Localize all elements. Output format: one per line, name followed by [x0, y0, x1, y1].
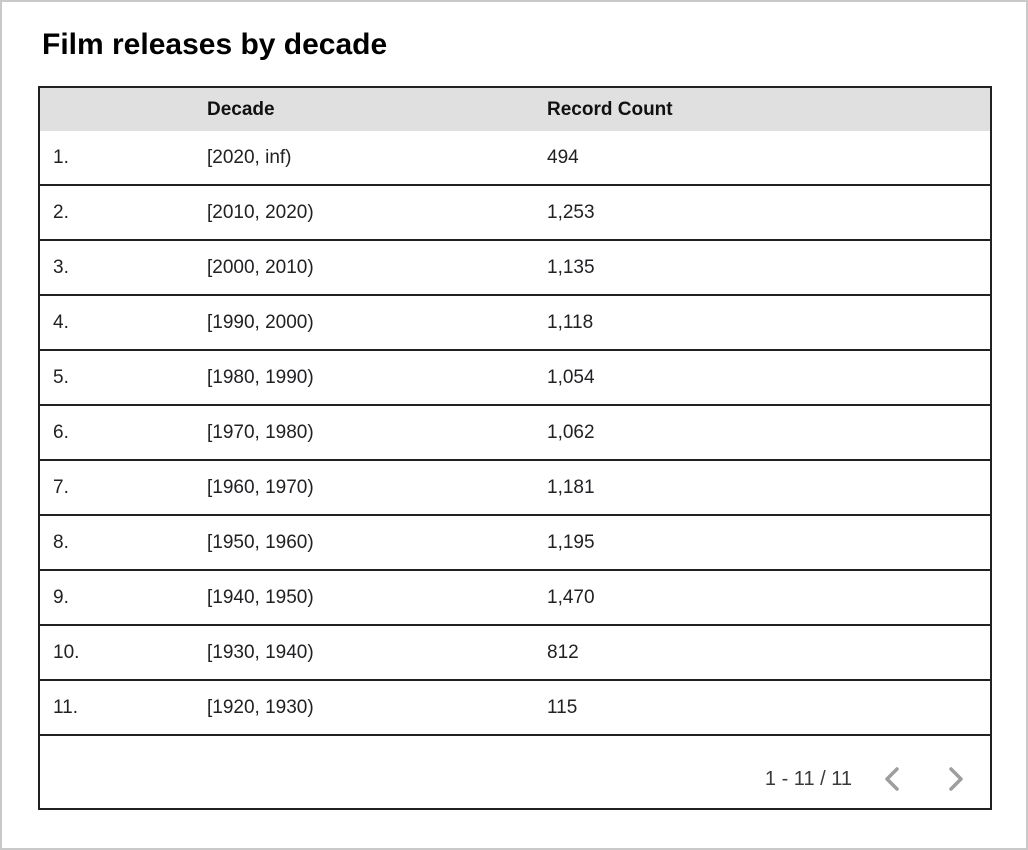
record-count-cell: 1,195 — [547, 531, 595, 553]
decade-cell: [2000, 2010) — [207, 256, 314, 278]
table-row: 1. [2020, inf) 494 — [40, 131, 990, 184]
decade-cell: [1940, 1950) — [207, 586, 314, 608]
header-cell-decade[interactable]: Decade — [207, 98, 275, 120]
data-table: Decade Record Count 1. [2020, inf) 494 2… — [38, 86, 992, 810]
chevron-right-icon — [947, 766, 965, 792]
table-row: 5. [1980, 1990) 1,054 — [40, 349, 990, 404]
decade-cell: [2020, inf) — [207, 146, 292, 168]
row-index-cell: 11. — [53, 696, 79, 718]
row-index-cell: 5. — [53, 366, 69, 388]
record-count-cell: 1,470 — [547, 586, 595, 608]
record-count-cell: 1,054 — [547, 366, 595, 388]
record-count-cell: 1,135 — [547, 256, 595, 278]
pagination-range-label: 1 - 11 / 11 — [764, 767, 852, 790]
row-index-cell: 1. — [53, 146, 69, 168]
record-count-cell: 494 — [547, 146, 579, 168]
chevron-left-icon — [883, 766, 901, 792]
pagination-next-button[interactable] — [936, 759, 976, 799]
row-index-cell: 3. — [53, 256, 69, 278]
record-count-cell: 115 — [547, 696, 578, 718]
decade-cell: [1930, 1940) — [207, 641, 314, 663]
record-count-cell: 812 — [547, 641, 579, 663]
table-header-row: Decade Record Count — [40, 88, 990, 131]
page-title: Film releases by decade — [42, 28, 388, 61]
decade-cell: [1950, 1960) — [207, 531, 314, 553]
decade-cell: [1990, 2000) — [207, 311, 314, 333]
row-index-cell: 7. — [53, 476, 69, 498]
table-row: 6. [1970, 1980) 1,062 — [40, 404, 990, 459]
pagination-prev-button[interactable] — [872, 759, 912, 799]
table-row: 7. [1960, 1970) 1,181 — [40, 459, 990, 514]
table-row: 3. [2000, 2010) 1,135 — [40, 239, 990, 294]
decade-cell: [1970, 1980) — [207, 421, 314, 443]
decade-cell: [1960, 1970) — [207, 476, 314, 498]
record-count-cell: 1,181 — [547, 476, 595, 498]
table-row: 9. [1940, 1950) 1,470 — [40, 569, 990, 624]
table-row: 11. [1920, 1930) 115 — [40, 679, 990, 734]
row-index-cell: 4. — [53, 311, 69, 333]
header-cell-record-count[interactable]: Record Count — [547, 98, 673, 120]
decade-cell: [2010, 2020) — [207, 201, 314, 223]
table-row: 4. [1990, 2000) 1,118 — [40, 294, 990, 349]
record-count-cell: 1,118 — [547, 311, 594, 333]
decade-cell: [1920, 1930) — [207, 696, 314, 718]
row-index-cell: 10. — [53, 641, 80, 663]
decade-cell: [1980, 1990) — [207, 366, 314, 388]
record-count-cell: 1,062 — [547, 421, 595, 443]
table-body: 1. [2020, inf) 494 2. [2010, 2020) 1,253… — [40, 131, 990, 734]
row-index-cell: 8. — [53, 531, 69, 553]
table-footer: 1 - 11 / 11 — [40, 734, 990, 808]
row-index-cell: 2. — [53, 201, 69, 223]
record-count-cell: 1,253 — [547, 201, 595, 223]
row-index-cell: 6. — [53, 421, 69, 443]
table-row: 8. [1950, 1960) 1,195 — [40, 514, 990, 569]
table-row: 10. [1930, 1940) 812 — [40, 624, 990, 679]
table-row: 2. [2010, 2020) 1,253 — [40, 184, 990, 239]
row-index-cell: 9. — [53, 586, 69, 608]
